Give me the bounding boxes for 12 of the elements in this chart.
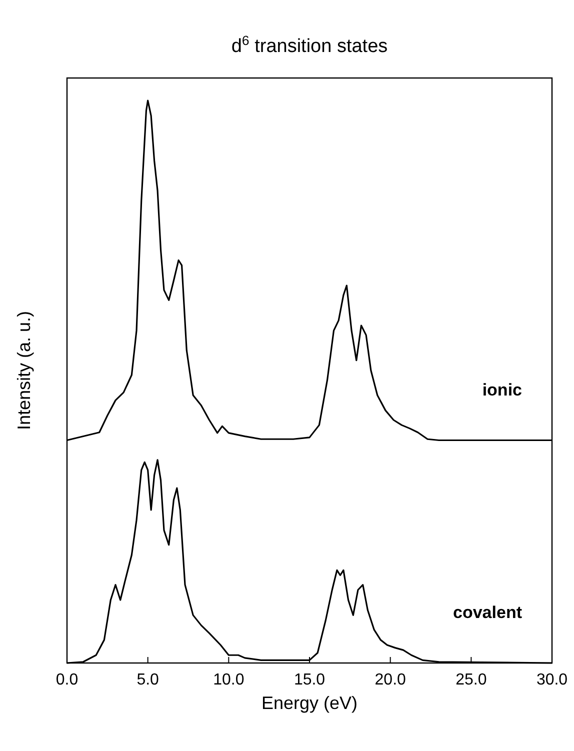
x-tick-label: 0.0 (56, 671, 78, 688)
x-axis-title: Energy (eV) (261, 693, 358, 713)
x-tick-label: 10.0 (213, 671, 244, 688)
text: covalent (453, 603, 522, 622)
x-tick-label: 25.0 (456, 671, 487, 688)
x-tick-label: 5.0 (136, 671, 160, 688)
x-tick-label: 15.0 (294, 671, 326, 688)
chart-title: d$^{6}$ transition states (231, 32, 388, 57)
x-tick-label: 20.0 (374, 671, 406, 688)
y-axis-title: Intensity (a. u.) (14, 310, 34, 430)
x-tick-label: 30.0 (536, 671, 568, 688)
text: ionic (482, 380, 522, 400)
